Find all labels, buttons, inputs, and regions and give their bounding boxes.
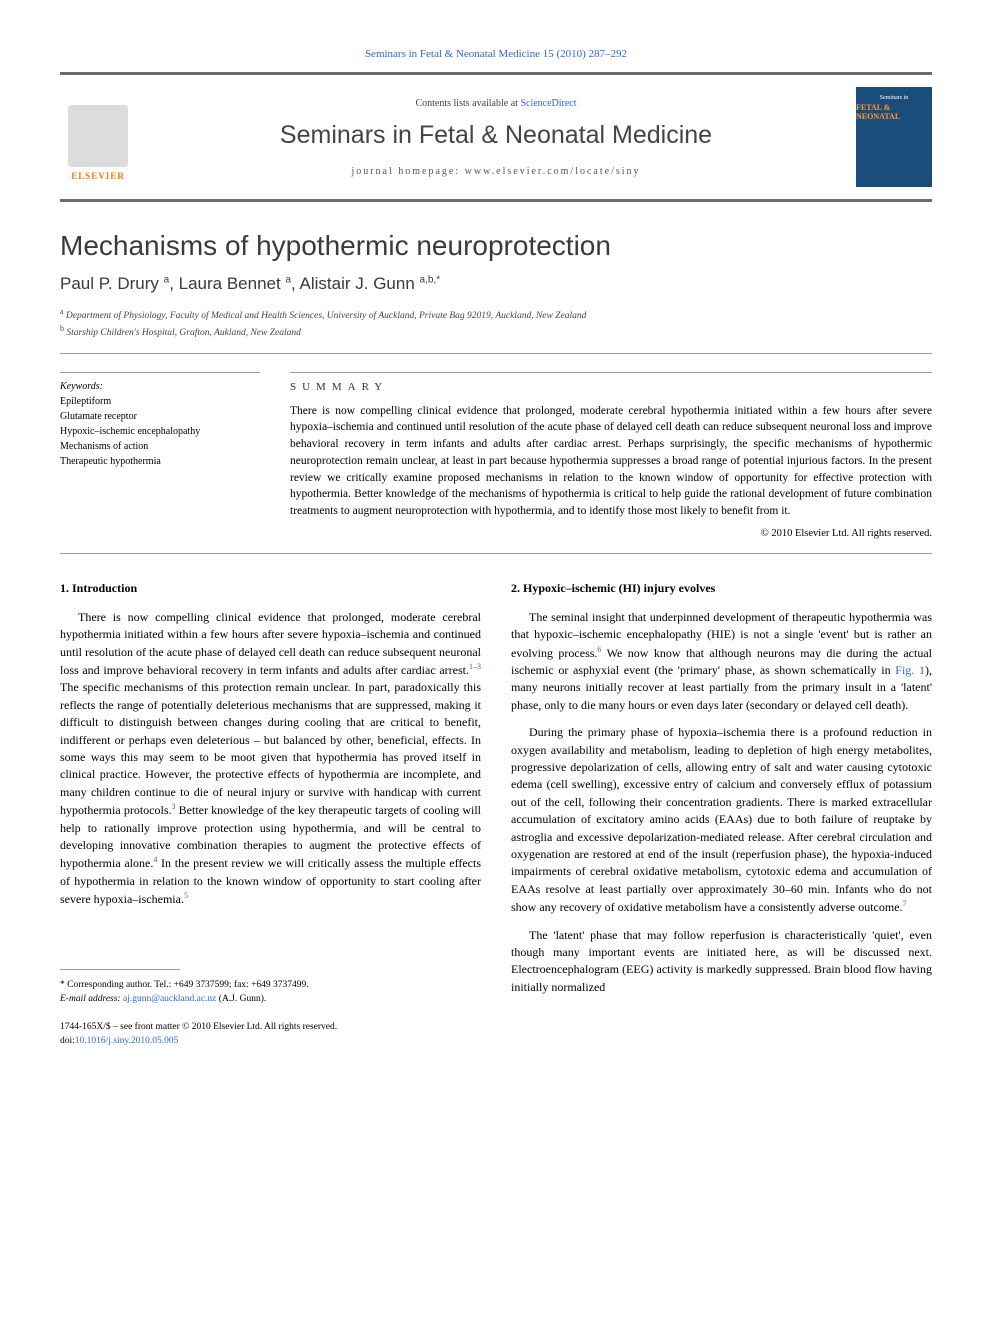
citation-line: Seminars in Fetal & Neonatal Medicine 15… (60, 48, 932, 60)
keyword-item: Epileptiform (60, 394, 260, 409)
issn-line: 1744-165X/$ – see front matter © 2010 El… (60, 1020, 481, 1034)
body-columns: 1. Introduction There is now compelling … (60, 580, 932, 1049)
keyword-item: Glutamate receptor (60, 409, 260, 424)
keyword-item: Mechanisms of action (60, 439, 260, 454)
affiliation-b: b Starship Children's Hospital, Grafton,… (60, 323, 932, 340)
summary-copyright: © 2010 Elsevier Ltd. All rights reserved… (290, 528, 932, 539)
intro-paragraph-1: There is now compelling clinical evidenc… (60, 609, 481, 909)
journal-homepage: journal homepage: www.elsevier.com/locat… (156, 166, 836, 177)
contents-available-line: Contents lists available at ScienceDirec… (156, 98, 836, 109)
email-suffix: (A.J. Gunn). (216, 994, 266, 1004)
summary-heading: SUMMARY (290, 381, 932, 393)
summary-text: There is now compelling clinical evidenc… (290, 403, 932, 520)
corresponding-line: * Corresponding author. Tel.: +649 37375… (60, 978, 481, 992)
sciencedirect-link[interactable]: ScienceDirect (520, 98, 576, 109)
section-2-heading: 2. Hypoxic–ischemic (HI) injury evolves (511, 580, 932, 597)
cover-title-text: FETAL & NEONATAL (856, 103, 932, 121)
rule-below-summary (60, 553, 932, 554)
publisher-logo: ELSEVIER (60, 93, 136, 181)
email-label: E-mail address: (60, 994, 123, 1004)
footnote-separator (60, 969, 180, 970)
summary-block: Keywords: Epileptiform Glutamate recepto… (60, 372, 932, 539)
contents-prefix: Contents lists available at (415, 98, 520, 109)
header-center: Contents lists available at ScienceDirec… (136, 98, 856, 177)
affiliations: a Department of Physiology, Faculty of M… (60, 306, 932, 341)
left-column: 1. Introduction There is now compelling … (60, 580, 481, 1049)
section-2-paragraph-1: The seminal insight that underpinned dev… (511, 609, 932, 714)
doi-link[interactable]: 10.1016/j.siny.2010.05.005 (75, 1036, 179, 1046)
summary-column: SUMMARY There is now compelling clinical… (290, 372, 932, 539)
article-title: Mechanisms of hypothermic neuroprotectio… (60, 230, 932, 262)
journal-cover-thumbnail: Seminars in FETAL & NEONATAL (856, 87, 932, 187)
email-link[interactable]: aj.gunn@auckland.ac.nz (123, 994, 216, 1004)
corresponding-author-footnote: * Corresponding author. Tel.: +649 37375… (60, 978, 481, 1007)
footer-meta: 1744-165X/$ – see front matter © 2010 El… (60, 1020, 481, 1049)
section-2-paragraph-3: The 'latent' phase that may follow reper… (511, 927, 932, 997)
keywords-list: Epileptiform Glutamate receptor Hypoxic–… (60, 394, 260, 469)
journal-name: Seminars in Fetal & Neonatal Medicine (156, 121, 836, 150)
section-2-paragraph-2: During the primary phase of hypoxia–isch… (511, 724, 932, 916)
doi-label: doi: (60, 1036, 75, 1046)
right-column: 2. Hypoxic–ischemic (HI) injury evolves … (511, 580, 932, 1049)
keywords-label: Keywords: (60, 381, 260, 392)
affiliation-a: a Department of Physiology, Faculty of M… (60, 306, 932, 323)
keyword-item: Therapeutic hypothermia (60, 454, 260, 469)
elsevier-tree-icon (68, 105, 128, 167)
email-line: E-mail address: aj.gunn@auckland.ac.nz (… (60, 992, 481, 1006)
doi-line: doi:10.1016/j.siny.2010.05.005 (60, 1034, 481, 1048)
rule-above-summary (60, 353, 932, 354)
authors-line: Paul P. Drury a, Laura Bennet a, Alistai… (60, 274, 932, 294)
journal-header: ELSEVIER Contents lists available at Sci… (60, 72, 932, 202)
publisher-name: ELSEVIER (71, 171, 125, 181)
cover-small-text: Seminars in (880, 95, 909, 101)
keyword-item: Hypoxic–ischemic encephalopathy (60, 424, 260, 439)
section-1-heading: 1. Introduction (60, 580, 481, 597)
keywords-column: Keywords: Epileptiform Glutamate recepto… (60, 372, 260, 539)
